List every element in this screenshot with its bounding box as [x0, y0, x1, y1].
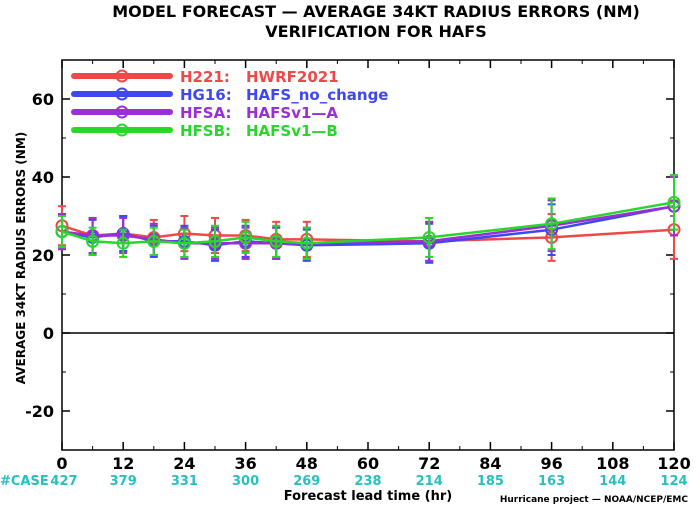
chart-title: MODEL FORECAST — AVERAGE 34KT RADIUS ERR…	[112, 2, 640, 21]
y-tick-label: 40	[32, 168, 54, 187]
case-label: #CASE	[0, 474, 49, 489]
case-count: 144	[599, 474, 626, 489]
x-tick-label: 72	[418, 454, 440, 473]
series-3	[55, 174, 681, 260]
data-point	[147, 234, 161, 248]
data-point	[300, 236, 314, 250]
data-point	[545, 217, 559, 231]
legend-model: HWRF2021	[246, 68, 339, 86]
legend: H221: HWRF2021 HG16: HAFS_no_change HFSA: HAF…	[71, 68, 388, 140]
y-tick-label: 60	[32, 90, 54, 109]
case-count: 427	[50, 474, 77, 489]
x-tick-label: 96	[540, 454, 562, 473]
legend-item: HFSB: HAFSv1—B	[71, 122, 338, 140]
chart-subtitle: VERIFICATION FOR HAFS	[265, 22, 486, 41]
y-tick-label: 0	[43, 324, 54, 343]
legend-item: HFSA: HAFSv1—A	[71, 104, 338, 122]
series-0	[55, 199, 681, 262]
legend-name: H221:	[180, 68, 230, 86]
x-axis: 0 12 24 36 48 60 72 84 96 108 120	[56, 60, 691, 473]
legend-name: HG16:	[180, 86, 232, 104]
legend-model: HAFSv1—B	[246, 122, 338, 140]
legend-model: HAFS_no_change	[246, 86, 388, 104]
y-axis: -20 0 20 40 60	[25, 59, 674, 421]
x-tick-label: 12	[112, 454, 134, 473]
x-tick-label: 48	[296, 454, 318, 473]
x-tick-label: 120	[657, 454, 690, 473]
x-tick-label: 108	[596, 454, 629, 473]
case-count: 214	[416, 474, 443, 489]
data-point	[269, 234, 283, 248]
legend-marker	[115, 105, 129, 119]
case-count: 331	[171, 474, 198, 489]
x-tick-label: 60	[357, 454, 379, 473]
series-layer	[55, 174, 681, 264]
y-axis-label: AVERAGE 34KT RADIUS ERRORS (NM)	[14, 132, 28, 384]
case-count: 163	[538, 474, 565, 489]
y-tick-label: -20	[25, 402, 54, 421]
case-count: 238	[354, 474, 381, 489]
y-tick-label: 20	[32, 246, 54, 265]
x-tick-label: 24	[173, 454, 195, 473]
plot-area: -20 0 20 40 60 0 12 24 36 48 60 72 84 96 108 120	[25, 59, 691, 473]
legend-marker	[115, 123, 129, 137]
case-counts: 427 379 331 300 269 238 214 185 163 144 124	[50, 474, 687, 489]
case-count: 379	[110, 474, 137, 489]
data-point	[422, 230, 436, 244]
legend-name: HFSA:	[180, 104, 232, 122]
data-point	[667, 195, 681, 209]
credit: Hurricane project — NOAA/NCEP/EMC	[500, 495, 689, 505]
legend-marker	[115, 87, 129, 101]
case-count: 300	[232, 474, 259, 489]
data-point	[55, 225, 69, 239]
legend-item: H221: HWRF2021	[71, 68, 339, 86]
data-point	[116, 236, 130, 250]
data-point	[208, 234, 222, 248]
case-count: 124	[660, 474, 687, 489]
data-point	[177, 236, 191, 250]
x-axis-label: Forecast lead time (hr)	[284, 489, 452, 504]
data-point	[239, 230, 253, 244]
x-tick-label: 84	[479, 454, 501, 473]
legend-model: HAFSv1—A	[246, 104, 338, 122]
case-count: 269	[293, 474, 320, 489]
case-count: 185	[477, 474, 504, 489]
legend-name: HFSB:	[180, 122, 231, 140]
x-tick-label: 36	[234, 454, 256, 473]
x-tick-label: 0	[56, 454, 67, 473]
legend-marker	[115, 69, 129, 83]
legend-item: HG16: HAFS_no_change	[71, 86, 388, 104]
data-point	[86, 234, 100, 248]
